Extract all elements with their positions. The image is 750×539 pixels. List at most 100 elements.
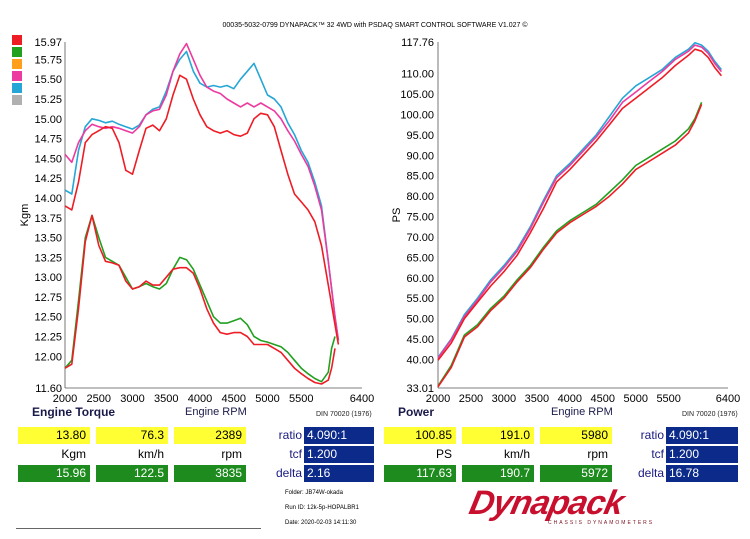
torque-ytick-label: 15.97: [34, 37, 62, 49]
power-ratio-value: 4.090:1: [666, 427, 738, 444]
legend-swatch-2: [12, 47, 22, 57]
torque-series-1: [64, 50, 340, 341]
torque-ratio-label: ratio: [278, 428, 302, 442]
torque-ytick-label: 13.00: [34, 272, 62, 284]
power-ytick-label: 33.01: [406, 383, 434, 395]
torque-ytick-label: 12.25: [34, 332, 62, 344]
power-ytick-label: 117.76: [401, 37, 434, 49]
power-xtick-label: 5000: [623, 393, 647, 405]
runid-info: Run ID: 12k-5p-HOPALBR1: [285, 505, 359, 511]
power-unit-value: PS: [435, 447, 452, 461]
power-max-value: 117.63: [384, 465, 456, 482]
torque-xtick-label: 3000: [120, 393, 144, 405]
power-ytick-label: 80.00: [406, 191, 434, 203]
torque-current-value: 13.80: [18, 427, 90, 444]
power-xtick-label: 3500: [525, 393, 549, 405]
torque-ytick-label: 15.25: [34, 94, 62, 106]
torque-ytick-label: 15.00: [34, 114, 62, 126]
power-series-5: [437, 103, 703, 388]
power-ytick-label: 50.00: [406, 314, 434, 326]
power-xtick-label: 2500: [459, 393, 483, 405]
legend-swatch-1: [12, 35, 22, 45]
torque-rpm-title: Engine RPM: [185, 406, 247, 418]
power-unit-rpm: rpm: [587, 447, 608, 461]
torque-current-speed: 76.3: [96, 427, 168, 444]
torque-ytick-label: 13.25: [34, 252, 62, 264]
torque-xtick-label: 4000: [188, 393, 212, 405]
power-ytick-label: 95.00: [406, 130, 434, 142]
torque-delta-label: delta: [275, 466, 302, 480]
power-xtick-label: 2000: [426, 393, 450, 405]
torque-series-3: [64, 74, 340, 345]
power-ytick-label: 70.00: [406, 232, 434, 244]
power-series-2: [437, 44, 723, 359]
report-header: 00035-5032-0799 DYNAPACK™ 32 4WD with PS…: [222, 22, 528, 29]
torque-xtick-label: 6400: [350, 393, 374, 405]
legend-swatch-6: [12, 95, 22, 105]
power-xtick-label: 6400: [716, 393, 740, 405]
torque-ytick-label: 14.25: [34, 173, 62, 185]
bottom-divider: [16, 528, 261, 529]
power-unit-speed: km/h: [503, 447, 530, 461]
power-current-speed: 191.0: [462, 427, 534, 444]
legend-swatch-5: [12, 83, 22, 93]
power-ytick-label: 55.00: [406, 293, 434, 305]
power-ytick-label: 65.00: [406, 252, 434, 264]
torque-max-value: 15.96: [18, 465, 90, 482]
torque-series-4: [64, 214, 336, 383]
power-max-rpm: 5972: [540, 465, 612, 482]
torque-ytick-label: 13.50: [34, 233, 62, 245]
power-ytick-label: 75.00: [406, 212, 434, 224]
torque-xtick-label: 2000: [53, 393, 77, 405]
power-xtick-label: 4000: [558, 393, 582, 405]
power-ytick-label: 45.00: [406, 334, 434, 346]
torque-delta-value: 2.16: [304, 465, 374, 482]
power-current-value: 100.85: [384, 427, 456, 444]
legend-swatch-3: [12, 59, 22, 69]
power-series-4: [437, 101, 703, 387]
power-ylabel: PS: [391, 208, 403, 223]
torque-max-speed: 122.5: [96, 465, 168, 482]
torque-tcf-value: 1.200: [304, 446, 374, 463]
power-xtick-label: 3000: [492, 393, 516, 405]
power-series-3: [437, 48, 723, 361]
torque-xtick-label: 3500: [154, 393, 178, 405]
torque-ytick-label: 11.60: [35, 383, 62, 395]
torque-series-2: [64, 42, 340, 341]
torque-xtick-label: 5500: [289, 393, 313, 405]
torque-ytick-label: 14.50: [34, 153, 62, 165]
power-tcf-label: tcf: [651, 447, 664, 461]
torque-unit-speed: km/h: [137, 447, 164, 461]
date-info: Date: 2020-02-03 14:11:30: [285, 520, 357, 526]
power-rpm-title: Engine RPM: [551, 406, 613, 418]
torque-xtick-label: 2500: [87, 393, 111, 405]
power-ytick-label: 105.00: [400, 89, 434, 101]
torque-ytick-label: 15.75: [34, 54, 62, 66]
torque-ytick-label: 12.50: [34, 312, 62, 324]
power-xtick-label: 5500: [656, 393, 680, 405]
dynapack-tagline: CHASSIS DYNAMOMETERS: [548, 520, 655, 526]
torque-ytick-label: 12.00: [34, 351, 62, 363]
power-standard: DIN 70020 (1976): [682, 411, 738, 418]
torque-ylabel: Kgm: [19, 204, 31, 227]
folder-info: Folder: JB74W-okada: [285, 490, 343, 496]
torque-ytick-label: 12.75: [34, 292, 62, 304]
power-current-rpm: 5980: [540, 427, 612, 444]
torque-standard: DIN 70020 (1976): [316, 411, 372, 418]
torque-ytick-label: 15.50: [34, 74, 62, 86]
torque-unit-value: Kgm: [61, 447, 86, 461]
power-delta-value: 16.78: [666, 465, 738, 482]
torque-ratio-value: 4.090:1: [304, 427, 374, 444]
power-tcf-value: 1.200: [666, 446, 738, 463]
power-ytick-label: 85.00: [406, 171, 434, 183]
torque-ytick-label: 13.75: [34, 213, 62, 225]
torque-panel-title: Engine Torque: [32, 405, 116, 419]
power-max-speed: 190.7: [462, 465, 534, 482]
torque-xtick-label: 5000: [255, 393, 279, 405]
power-ytick-label: 90.00: [406, 150, 434, 162]
torque-tcf-label: tcf: [289, 447, 302, 461]
power-ytick-label: 100.00: [400, 110, 434, 122]
torque-series-5: [64, 214, 336, 385]
torque-ytick-label: 14.75: [34, 134, 62, 146]
